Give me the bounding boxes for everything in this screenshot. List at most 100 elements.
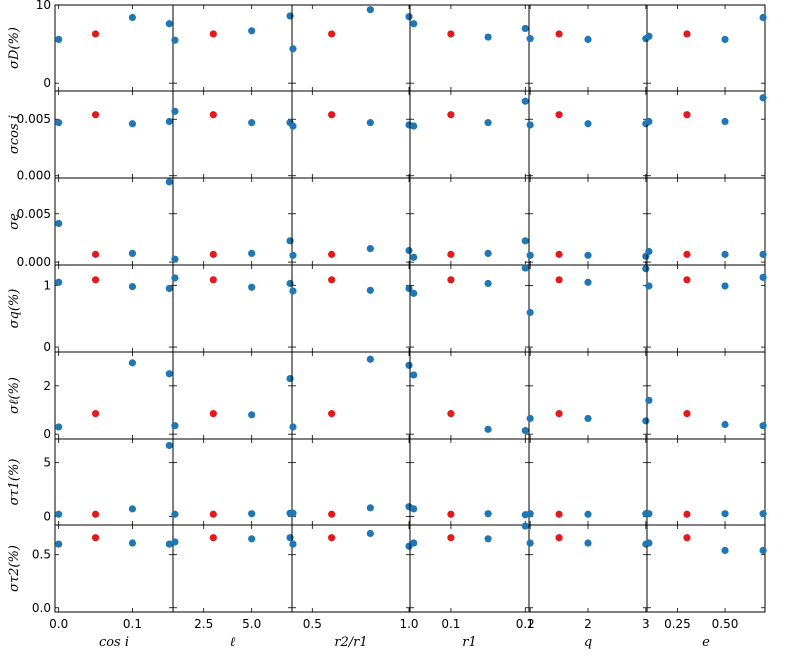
- reference-point-r2-c0-1: [91, 250, 100, 258]
- data-point-r2-c3-0: [410, 253, 418, 261]
- panel-frame-r1-c3: [409, 90, 530, 179]
- panel-frame-r4-c1: [172, 351, 293, 440]
- data-point-r6-c3-0: [410, 539, 418, 547]
- reference-point-r0-c5-1: [683, 30, 691, 38]
- panel-frame-r2-c0: [54, 177, 174, 266]
- reference-point-r3-c0-1: [91, 276, 100, 284]
- data-point-r6-c0-2: [128, 539, 137, 547]
- data-point-r2-c0-2: [128, 249, 137, 257]
- panel-frame-r6-c2: [291, 524, 411, 613]
- panel-frame-r3-c2: [291, 264, 411, 353]
- ytick-label-r4-0: 0: [43, 427, 51, 441]
- data-point-r5-c5-0: [645, 510, 653, 518]
- data-point-r5-c5-3: [759, 510, 767, 518]
- data-point-r0-c0-2: [128, 13, 137, 22]
- data-point-r6-c5-3: [759, 546, 767, 555]
- reference-point-r4-c2-1: [328, 410, 336, 418]
- data-point-r4-c4-2: [584, 414, 592, 423]
- data-point-r3-c2-2: [366, 286, 374, 294]
- reference-point-r4-c0-1: [91, 410, 100, 418]
- data-point-r4-c4-3: [642, 417, 650, 425]
- xtick-label-c5-1: 0.50: [712, 617, 739, 631]
- reference-point-r0-c2-1: [328, 30, 336, 38]
- ytick-label-r2-0: 0.000: [17, 255, 51, 269]
- data-point-r4-c0-3: [165, 370, 173, 378]
- xtick-label-c0-1: 0.1: [123, 617, 142, 631]
- reference-point-r1-c2-1: [328, 111, 336, 119]
- reference-point-r6-c1-1: [209, 534, 217, 542]
- reference-point-r6-c0-1: [91, 534, 100, 542]
- panel-frame-r5-c3: [409, 438, 530, 526]
- panel-frame-r5-c2: [291, 438, 411, 526]
- data-point-r1-c0-2: [128, 120, 137, 128]
- panel-frame-r3-c1: [172, 264, 293, 353]
- data-point-r0-c2-2: [366, 6, 374, 14]
- panel-frame-r1-c5: [646, 90, 766, 179]
- data-point-r0-c4-0: [526, 35, 534, 43]
- ytick-label-r0-0: 0: [43, 76, 51, 90]
- data-point-r4-c2-3: [405, 361, 413, 369]
- data-point-r5-c0-3: [165, 441, 173, 450]
- data-point-r5-c3-0: [410, 505, 418, 513]
- reference-point-r2-c3-1: [447, 250, 455, 258]
- data-point-r1-c0-3: [165, 117, 173, 126]
- panel-frame-r3-c5: [646, 264, 766, 353]
- data-point-r1-c2-2: [366, 119, 374, 127]
- xtick-label-c2-1: 1.0: [399, 617, 418, 631]
- data-point-r6-c5-2: [721, 546, 729, 555]
- panel-frame-r5-c1: [172, 438, 293, 526]
- data-point-r6-c2-2: [366, 529, 374, 538]
- data-point-r4-c5-2: [721, 420, 729, 429]
- reference-point-r5-c5-1: [683, 510, 691, 518]
- data-point-r3-c2-3: [405, 284, 413, 293]
- data-point-r3-c2-0: [289, 287, 297, 295]
- panel-frame-r6-c5: [646, 524, 766, 613]
- reference-point-r0-c0-1: [91, 30, 100, 38]
- data-point-r1-c5-3: [759, 94, 767, 102]
- panel-frame-r0-c4: [528, 4, 648, 92]
- data-point-r2-c5-3: [759, 250, 767, 258]
- data-point-r6-c3-3: [521, 522, 529, 530]
- panel-frame-r2-c5: [646, 177, 766, 266]
- data-point-r0-c1-2: [248, 27, 256, 35]
- reference-point-r4-c3-1: [447, 410, 455, 418]
- panel-frame-r2-c1: [172, 177, 293, 266]
- data-point-r1-c4-0: [526, 121, 534, 129]
- data-point-r0-c2-0: [289, 45, 297, 53]
- panel-frame-r4-c2: [291, 351, 411, 440]
- panel-frame-r4-c3: [409, 351, 530, 440]
- ytick-label-r6-0: 0.0: [32, 601, 51, 615]
- data-point-r4-c5-3: [759, 422, 767, 430]
- data-point-r6-c4-2: [584, 539, 592, 547]
- xlabel-col-2: r2/r1: [334, 635, 367, 650]
- data-point-r5-c4-2: [584, 510, 592, 518]
- data-point-r3-c5-0: [645, 282, 653, 290]
- data-point-r4-c1-2: [248, 411, 256, 419]
- data-point-r4-c0-0: [55, 423, 63, 431]
- xtick-label-c4-2: 3: [642, 617, 650, 631]
- panel-frame-r4-c0: [54, 351, 174, 440]
- panel-frame-r6-c1: [172, 524, 293, 613]
- panel-frame-r0-c5: [646, 4, 766, 92]
- data-point-r4-c0-2: [128, 359, 137, 367]
- data-point-r6-c0-0: [55, 540, 63, 548]
- reference-point-r5-c1-1: [209, 510, 217, 518]
- reference-point-r3-c5-1: [683, 276, 691, 284]
- data-point-r0-c0-3: [165, 20, 173, 28]
- data-point-r4-c3-0: [410, 371, 418, 379]
- xtick-label-c4-0: 1: [526, 617, 534, 631]
- reference-point-r4-c1-1: [209, 410, 217, 418]
- data-point-r0-c1-0: [171, 36, 179, 44]
- data-point-r1-c3-2: [484, 119, 492, 127]
- ytick-label-r5-1: 5: [43, 456, 51, 470]
- ylabel-row-6: στ2(%): [7, 545, 22, 592]
- reference-point-r3-c3-1: [447, 276, 455, 284]
- reference-point-r5-c0-1: [91, 510, 100, 518]
- ytick-label-r1-1: 0.005: [17, 112, 51, 126]
- reference-point-r5-c4-1: [555, 510, 563, 518]
- data-point-r3-c1-2: [248, 283, 256, 291]
- data-point-r3-c5-2: [721, 282, 729, 290]
- data-point-r1-c0-0: [55, 119, 63, 127]
- ytick-label-r0-1: 10: [36, 0, 51, 12]
